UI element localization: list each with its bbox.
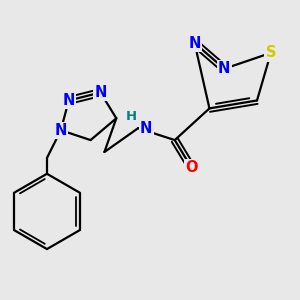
Text: N: N xyxy=(218,61,230,76)
Text: N: N xyxy=(140,121,152,136)
Text: N: N xyxy=(188,35,201,50)
Text: S: S xyxy=(266,45,276,60)
Text: N: N xyxy=(94,85,107,100)
Text: O: O xyxy=(185,160,198,175)
Text: N: N xyxy=(55,123,67,138)
Text: N: N xyxy=(63,93,75,108)
Text: H: H xyxy=(126,110,137,123)
